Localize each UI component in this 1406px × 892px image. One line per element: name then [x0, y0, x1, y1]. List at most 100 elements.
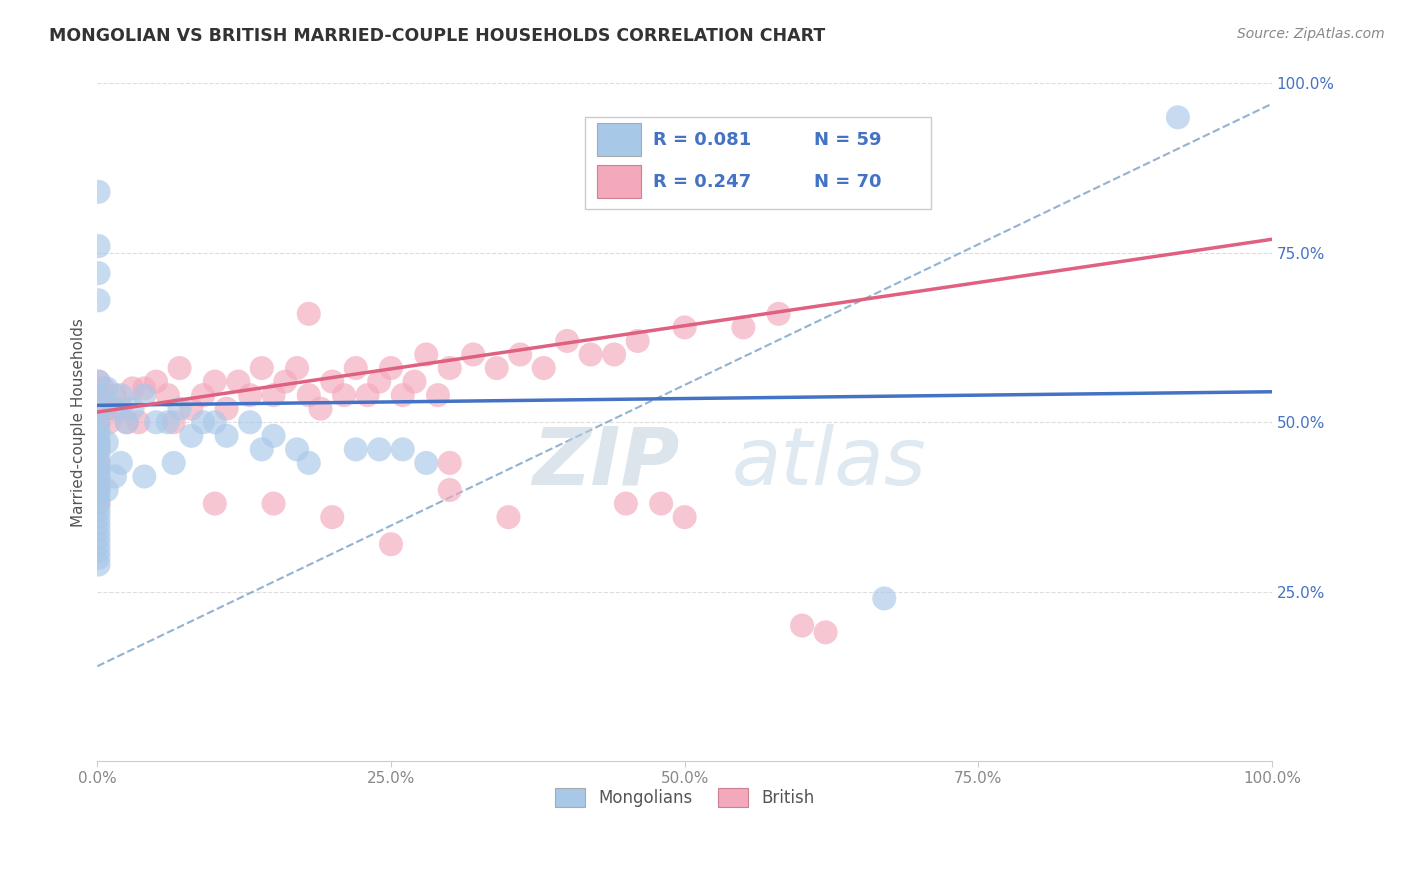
Point — [87, 293, 110, 308]
Point — [285, 442, 308, 457]
Point — [873, 591, 896, 606]
Point — [87, 476, 110, 491]
Point — [87, 524, 110, 538]
Point — [87, 550, 110, 565]
Point — [87, 375, 110, 389]
Point — [239, 388, 262, 402]
Point — [145, 415, 167, 429]
Point — [87, 388, 110, 402]
Point — [485, 361, 508, 376]
Point — [498, 510, 520, 524]
Point — [87, 544, 110, 558]
Point — [285, 361, 308, 376]
Point — [115, 415, 138, 429]
Point — [380, 361, 402, 376]
Text: R = 0.247: R = 0.247 — [652, 173, 751, 191]
Point — [110, 388, 132, 402]
Point — [145, 375, 167, 389]
Point — [87, 463, 110, 477]
Point — [298, 307, 321, 321]
Legend: Mongolians, British: Mongolians, British — [548, 781, 821, 814]
Point — [87, 435, 110, 450]
FancyBboxPatch shape — [596, 165, 641, 198]
Point — [96, 381, 118, 395]
Point — [263, 429, 285, 443]
Point — [368, 375, 391, 389]
Text: MONGOLIAN VS BRITISH MARRIED-COUPLE HOUSEHOLDS CORRELATION CHART: MONGOLIAN VS BRITISH MARRIED-COUPLE HOUS… — [49, 27, 825, 45]
Point — [239, 415, 262, 429]
Point — [87, 415, 110, 429]
Point — [87, 531, 110, 545]
Point — [250, 361, 273, 376]
Point — [87, 469, 110, 483]
Point — [191, 415, 214, 429]
Point — [603, 347, 626, 361]
Text: Source: ZipAtlas.com: Source: ZipAtlas.com — [1237, 27, 1385, 41]
Point — [87, 463, 110, 477]
Point — [180, 401, 202, 416]
Point — [274, 375, 297, 389]
Point — [104, 388, 127, 402]
Point — [191, 388, 214, 402]
Point — [121, 381, 143, 395]
Point — [98, 415, 121, 429]
Point — [110, 456, 132, 470]
Point — [87, 239, 110, 253]
Point — [96, 401, 118, 416]
Point — [87, 469, 110, 483]
Point — [555, 334, 578, 348]
Point — [356, 388, 378, 402]
Point — [204, 415, 226, 429]
Point — [673, 320, 696, 334]
Point — [87, 490, 110, 504]
Point — [87, 449, 110, 463]
Point — [673, 510, 696, 524]
Point — [87, 497, 110, 511]
Point — [87, 516, 110, 531]
Point — [344, 442, 367, 457]
Point — [134, 381, 156, 395]
Point — [87, 375, 110, 389]
Point — [321, 375, 343, 389]
Point — [96, 483, 118, 497]
Point — [333, 388, 356, 402]
FancyBboxPatch shape — [585, 118, 931, 209]
Point — [87, 483, 110, 497]
Point — [427, 388, 450, 402]
Point — [768, 307, 790, 321]
Point — [156, 388, 179, 402]
Point — [533, 361, 555, 376]
Point — [790, 618, 813, 632]
Point — [415, 456, 437, 470]
Point — [614, 497, 637, 511]
Point — [391, 388, 413, 402]
Point — [439, 456, 461, 470]
Point — [87, 422, 110, 436]
Point — [87, 456, 110, 470]
Point — [87, 510, 110, 524]
Point — [110, 401, 132, 416]
Point — [298, 456, 321, 470]
Point — [344, 361, 367, 376]
Point — [733, 320, 755, 334]
Text: R = 0.081: R = 0.081 — [652, 131, 751, 149]
Point — [439, 361, 461, 376]
Point — [250, 442, 273, 457]
Point — [91, 381, 114, 395]
Point — [180, 429, 202, 443]
Point — [226, 375, 249, 389]
Point — [814, 625, 837, 640]
Point — [263, 388, 285, 402]
Point — [87, 415, 110, 429]
Point — [298, 388, 321, 402]
Point — [87, 395, 110, 409]
Point — [121, 401, 143, 416]
FancyBboxPatch shape — [596, 123, 641, 156]
Point — [509, 347, 531, 361]
Text: N = 59: N = 59 — [814, 131, 882, 149]
Point — [87, 558, 110, 572]
Point — [87, 266, 110, 280]
Point — [163, 456, 186, 470]
Point — [579, 347, 602, 361]
Text: N = 70: N = 70 — [814, 173, 882, 191]
